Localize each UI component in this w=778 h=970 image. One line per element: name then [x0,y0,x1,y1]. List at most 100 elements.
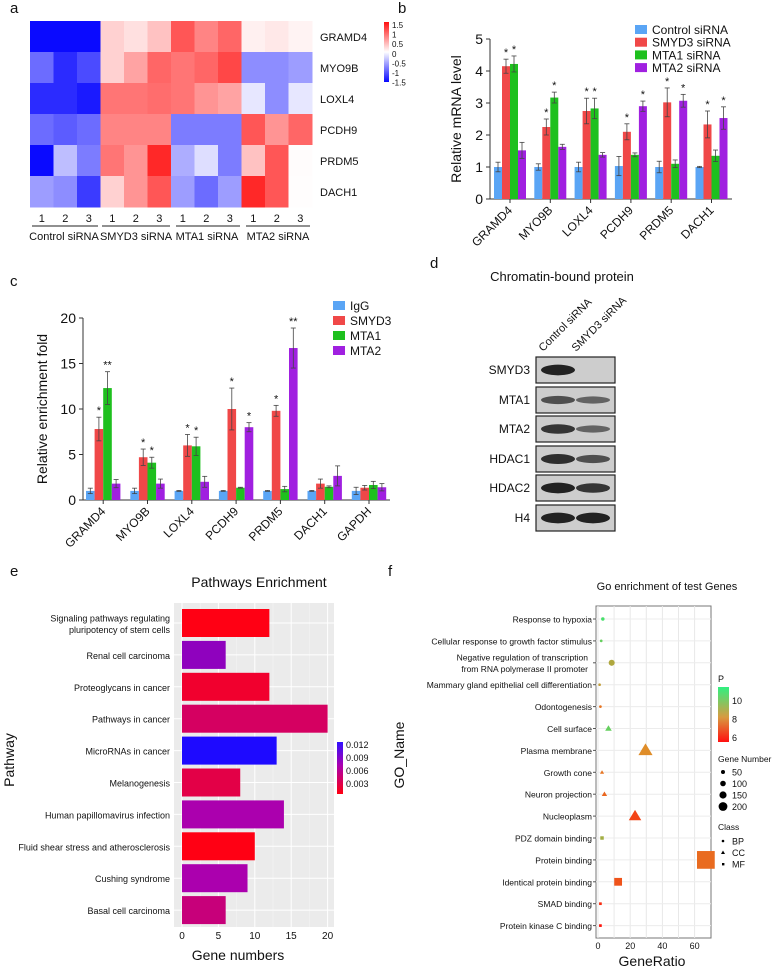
legend-title: P [718,674,724,684]
y-tick-label: 15 [60,356,76,372]
heatmap-cell [30,145,54,177]
blot-title: Chromatin-bound protein [490,269,634,284]
go-term-label: Protein binding [535,855,592,865]
bar-chart-panel-e: Pathways Enrichment Signaling pathways re… [1,574,369,963]
heatmap-cell [124,176,148,208]
heatmap-cell [77,176,101,208]
significance-marker: * [141,437,146,449]
heatmap-cell [194,176,219,208]
heatmap-cell [288,145,313,177]
colorbar-tick: 0.003 [346,779,369,789]
heatmap-cell [218,114,242,146]
bar-smyd3 [316,483,325,500]
x-tick-label: GRAMD4 [62,504,108,550]
protein-band [576,483,610,493]
heatmap-cell [77,145,101,177]
heatmap-cell [53,52,78,84]
y-axis-title: Relative mRNA level [448,55,464,183]
heatmap-cell [124,21,148,53]
significance-marker: * [512,44,517,56]
go-term-label: Response to hypoxia [513,615,593,625]
pathway-label: MicroRNAs in cancer [85,747,170,757]
go-term-label: Cellular response to growth factor stimu… [431,636,592,646]
heatmap-cell [265,176,289,208]
x-tick-label: LOXL4 [559,203,596,240]
significance-marker: * [97,405,102,417]
heatmap-cell [265,145,289,177]
y-tick-label: 0 [68,492,76,508]
significance-marker: * [504,47,509,59]
heatmap-cell [100,52,125,84]
significance-marker: * [150,445,155,457]
colorbar-tick: 6 [732,733,737,743]
x-tick-label: 0 [595,941,600,951]
go-term-label: Identical protein binding [502,877,592,887]
significance-marker: * [721,95,726,107]
x-tick-label: DACH1 [291,504,330,543]
heatmap-cell [77,114,101,146]
size-legend-label: 200 [732,802,747,812]
p-value-colorbar [337,742,343,794]
bar-control-sirna [534,167,543,199]
go-term-label: Neuron projection [525,790,592,800]
bar-mta2-sirna [679,100,688,199]
y-tick-label: 20 [60,310,76,326]
bar-mta1 [369,484,378,500]
bar-smyd3-sirna [703,124,712,199]
x-tick-label: 20 [322,931,334,942]
heatmap-cell [241,145,266,177]
bar-control-sirna [494,167,502,199]
bar-mta2-sirna [719,118,728,199]
bar-control-sirna [574,167,583,199]
pathway-label: Pathways in cancer [92,715,170,725]
go-point-cc [599,770,605,774]
pathway-bar [182,609,270,637]
column-number: 2 [62,213,68,225]
heatmap-row-label: PRDM5 [320,156,359,168]
heatmap-row-label: LOXL4 [320,94,354,106]
colorbar-tick: 0 [392,50,397,59]
bar-mta1 [236,487,245,500]
go-point-bp [601,617,605,621]
heatmap-cell [241,21,266,53]
p-colorbar [718,687,729,742]
bar-mta1-sirna [510,63,518,200]
heatmap-cell [124,83,148,115]
x-tick-label: 15 [286,931,298,942]
significance-marker: * [592,86,597,98]
significance-marker: * [194,425,199,437]
heatmap-cell [30,83,54,115]
heatmap-cell [147,114,172,146]
bar-mta2-sirna [558,146,567,199]
column-number: 2 [274,213,280,225]
legend-swatch [333,331,345,340]
pathway-bar [182,704,328,733]
pathway-bar [182,736,277,765]
protein-band [576,454,610,464]
heatmap-cell [147,83,172,115]
bar-mta2 [333,475,342,500]
bar-smyd3 [183,445,192,500]
heatmap-cell [171,145,195,177]
panel-label-c: c [10,273,18,290]
go-point-cc [638,743,653,756]
legend-swatch [635,25,647,34]
group-label: MTA1 siRNA [176,231,239,243]
significance-marker: * [544,107,549,119]
bar-mta2 [111,483,121,500]
size-legend-dot [720,780,726,787]
x-tick-label: 60 [690,941,700,951]
heatmap-cell [265,52,289,84]
x-axis-title: Gene numbers [192,947,285,963]
x-tick-label: 40 [657,941,667,951]
bar-mta2 [377,487,387,500]
bar-igg [174,490,184,500]
heatmap-cell [241,52,266,84]
pathway-bar [182,832,255,861]
panel-label-f: f [388,563,393,580]
heatmap-cell [171,83,195,115]
go-point-mf [600,836,604,840]
heatmap-cell [218,145,242,177]
legend-title: Class [718,822,739,832]
significance-marker: * [552,80,557,92]
